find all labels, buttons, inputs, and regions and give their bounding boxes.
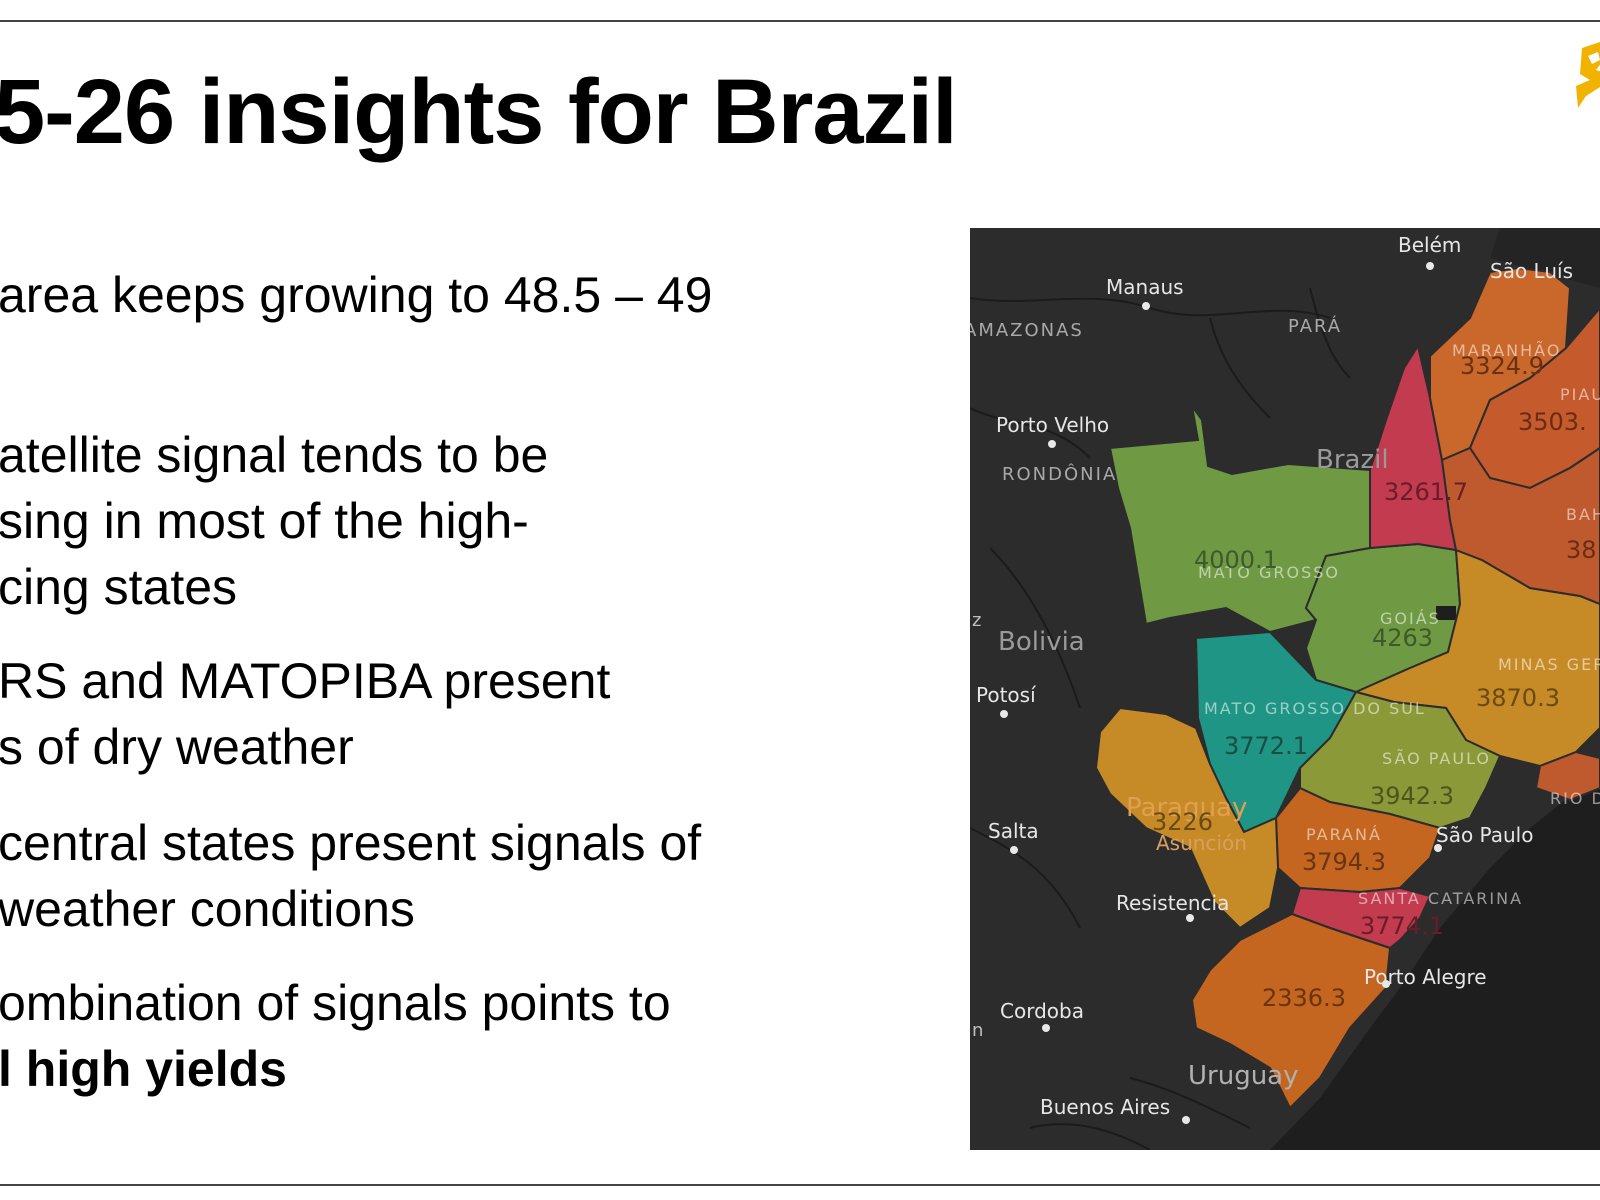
state-name-labels: MARANHÃO PIAUÍ BAHIA MATO GROSSO GOIÁS M… [1198,341,1600,908]
value-mato-grosso-do-sul: 3772.1 [1224,732,1308,760]
bullet-item: central states present signals of weathe… [0,810,701,942]
top-rule [0,20,1600,22]
city-labels: Belém São Luís Manaus Porto Velho Potosí… [976,233,1573,1119]
city-dot [1042,1024,1050,1032]
bullet-item: area keeps growing to 48.5 – 49 [0,262,712,328]
bullet-line: atellite signal tends to be [0,427,549,483]
city-salta: Salta [988,819,1039,843]
city-sao-paulo: São Paulo [1436,823,1533,847]
ocean [1490,228,1600,288]
bullet-line: area keeps growing to 48.5 – 49 [0,267,713,323]
city-markers [1000,262,1442,1124]
label-uruguay: Uruguay [1188,1061,1299,1091]
bullet-line: cing states [0,559,238,615]
label-maranhao: MARANHÃO [1452,341,1561,360]
label-minas-gerais: MINAS GERAIS [1498,655,1600,674]
value-santa-catarina: 3774.1 [1360,912,1444,940]
value-bahia: 38 [1566,536,1597,564]
region-federal-district [1436,606,1456,620]
label-mato-grosso: MATO GROSSO [1198,563,1340,582]
ocean [1270,788,1600,1150]
bullet-item: atellite signal tends to be sing in most… [0,422,548,620]
value-parana: 3794.3 [1302,848,1386,876]
bullet-line: RS and MATOPIBA present [0,653,611,709]
city-resistencia: Resistencia [1116,891,1229,915]
value-maranhao: 3324.9 [1460,352,1544,380]
value-rio-grande-do-sul: 2336.3 [1262,984,1346,1012]
bullet-item: RS and MATOPIBA present s of dry weather [0,648,610,780]
city-dot [1000,710,1008,718]
city-dot [1186,914,1194,922]
region-bahia [1440,446,1600,606]
label-piaui: PIAUÍ [1560,385,1600,404]
label-para: PARÁ [1288,315,1342,337]
label-goias: GOIÁS [1380,609,1441,628]
region-rio-grande-do-sul [1190,912,1392,1110]
label-santa-catarina: SANTA CATARINA [1358,889,1523,908]
label-sao-paulo: SÃO PAULO [1382,749,1491,768]
city-dot [1434,844,1442,852]
yield-values: 4000.1 4263 3772.1 3870.3 3942.3 3794.3 … [1152,352,1597,1012]
city-dot [1142,302,1150,310]
map-canvas: AMAZONAS PARÁ RONDÔNIA MARANHÃO PIAUÍ BA… [970,228,1600,1150]
value-sao-paulo: 3942.3 [1370,782,1454,810]
bottom-rule [0,1184,1600,1186]
label-mato-grosso-do-sul: MATO GROSSO DO SUL [1204,699,1426,718]
label-paraguay: Paraguay [1126,793,1247,823]
region-sao-paulo [1299,690,1502,830]
label-rondonia: RONDÔNIA [1002,463,1117,485]
value-goias: 4263 [1372,624,1433,652]
city-dot [1426,262,1434,270]
country-labels: Brazil Bolivia Paraguay Uruguay [998,445,1389,1091]
bullet-item: ombination of signals points to l high y… [0,970,671,1102]
label-parana: PARANÁ [1306,825,1382,844]
city-porto-velho: Porto Velho [996,413,1109,437]
label-brazil: Brazil [1316,445,1389,475]
value-paraguay: 3226 [1152,808,1213,836]
city-cordoba: Cordoba [1000,999,1084,1023]
slide-title: 5-26 insights for Brazil [0,61,958,163]
edge-letter-n: n [972,1020,983,1041]
label-bolivia: Bolivia [998,627,1085,657]
city-dot [1010,846,1018,854]
city-asuncion: Asunción [1156,831,1247,855]
city-sao-luis: São Luís [1490,259,1573,283]
label-bahia: BAHIA [1566,505,1600,524]
city-belem: Belém [1398,233,1461,257]
brand-logo [1576,42,1600,108]
value-mato-grosso: 4000.1 [1194,546,1278,574]
city-buenos-aires: Buenos Aires [1040,1095,1170,1119]
edge-letter-z: z [972,610,981,631]
city-dot [1382,980,1390,988]
bullet-line: weather conditions [0,881,415,937]
city-manaus: Manaus [1106,275,1184,299]
city-dot [1048,440,1056,448]
city-potosi: Potosí [976,683,1037,707]
bullet-line: s of dry weather [0,719,354,775]
city-dot [1182,1116,1190,1124]
value-piaui: 3503. [1518,408,1587,436]
brazil-yield-map: AMAZONAS PARÁ RONDÔNIA MARANHÃO PIAUÍ BA… [970,228,1600,1150]
region-paraguay [1094,706,1280,930]
bullet-line: sing in most of the high- [0,493,529,549]
city-porto-alegre: Porto Alegre [1364,965,1487,989]
bullet-line: ombination of signals points to [0,975,671,1031]
value-tocantins: 3261.7 [1384,478,1468,506]
value-minas-gerais: 3870.3 [1476,684,1560,712]
bullet-line: central states present signals of [0,815,702,871]
region-labels: AMAZONAS PARÁ RONDÔNIA [970,315,1342,485]
rivers [970,287,1351,1150]
bullet-line-strong: l high yields [0,1041,287,1097]
region-rio-de-janeiro [1534,750,1600,802]
label-rio-de-janeiro: RIO DE JANEIRO [1550,789,1600,808]
label-amazonas: AMAZONAS [970,320,1084,341]
